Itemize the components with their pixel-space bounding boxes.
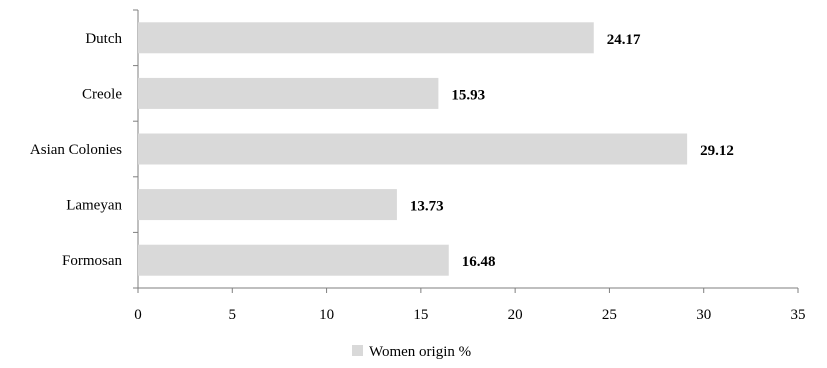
x-tick-label: 25: [602, 307, 617, 323]
x-tick-label: 30: [696, 307, 711, 323]
x-tick-label: 5: [229, 307, 237, 323]
bar: [138, 77, 439, 109]
x-tick-label: 20: [508, 307, 523, 323]
category-label: Dutch: [85, 31, 122, 47]
category-label: Formosan: [62, 253, 123, 269]
x-tick-label: 10: [319, 307, 334, 323]
legend-swatch: [352, 345, 363, 356]
bar: [138, 22, 594, 54]
category-label: Creole: [82, 86, 122, 102]
data-label: 16.48: [462, 254, 496, 270]
bar: [138, 244, 449, 276]
category-label: Asian Colonies: [30, 142, 122, 158]
category-label: Lameyan: [66, 198, 122, 214]
data-label: 15.93: [451, 87, 485, 103]
x-tick-label: 15: [413, 307, 428, 323]
data-label: 29.12: [700, 143, 734, 159]
data-label: 13.73: [410, 199, 444, 215]
bar: [138, 189, 397, 221]
x-tick-label: 35: [791, 307, 806, 323]
bar: [138, 133, 688, 165]
legend-label: Women origin %: [369, 344, 471, 360]
x-tick-label: 0: [134, 307, 142, 323]
data-label: 24.17: [607, 32, 641, 48]
